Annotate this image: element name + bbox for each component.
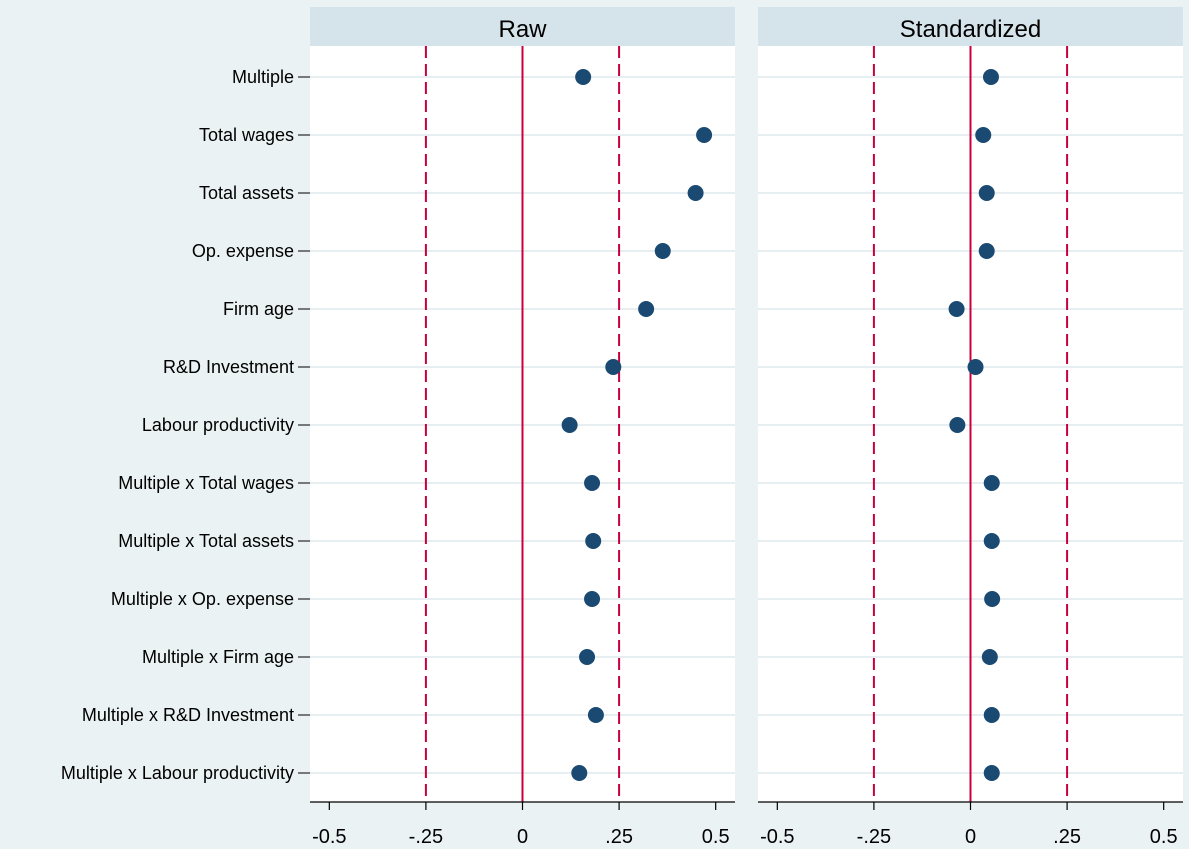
data-point (638, 301, 655, 317)
category-label: Total wages (199, 125, 294, 145)
category-label: Total assets (199, 183, 294, 203)
x-tick-label: 0 (965, 826, 976, 848)
category-label: Op. expense (192, 241, 294, 261)
data-point (605, 359, 622, 375)
category-label: Multiple x R&D Investment (82, 705, 294, 725)
panel-header (310, 7, 735, 46)
data-point (982, 69, 999, 85)
data-point (983, 707, 1000, 723)
panel-header (758, 7, 1183, 46)
data-point (654, 243, 671, 259)
category-label: Labour productivity (142, 415, 294, 435)
x-tick-label: -0.5 (312, 826, 346, 848)
x-tick-label: .25 (1053, 826, 1081, 848)
category-label: R&D Investment (163, 357, 294, 377)
data-point (584, 591, 601, 607)
category-label: Multiple x Labour productivity (61, 763, 294, 783)
x-tick-label: 0 (517, 826, 528, 848)
category-label: Multiple (232, 67, 294, 87)
data-point (575, 69, 592, 85)
data-point (585, 533, 602, 549)
data-point (571, 765, 588, 781)
data-point (584, 475, 601, 491)
data-point (978, 185, 995, 201)
x-tick-label: .25 (605, 826, 633, 848)
data-point (948, 301, 965, 317)
data-point (978, 243, 995, 259)
category-label: Multiple x Total assets (118, 531, 294, 551)
data-point (983, 533, 1000, 549)
data-point (967, 359, 984, 375)
data-point (975, 127, 992, 143)
data-point (983, 765, 1000, 781)
data-point (984, 591, 1001, 607)
data-point (949, 417, 966, 433)
data-point (579, 649, 596, 665)
data-point (983, 475, 1000, 491)
x-tick-label: 0.5 (702, 826, 730, 848)
data-point (981, 649, 998, 665)
x-tick-label: 0.5 (1150, 826, 1178, 848)
data-point (696, 127, 713, 143)
x-tick-label: -.25 (409, 826, 443, 848)
category-label: Multiple x Total wages (118, 473, 294, 493)
panel-title: Standardized (900, 16, 1041, 43)
category-label: Multiple x Firm age (142, 647, 294, 667)
data-point (561, 417, 578, 433)
category-label: Multiple x Op. expense (111, 589, 294, 609)
x-tick-label: -.25 (857, 826, 891, 848)
data-point (687, 185, 704, 201)
panel-title: Raw (498, 16, 547, 43)
data-point (587, 707, 604, 723)
category-label: Firm age (223, 299, 294, 319)
x-tick-label: -0.5 (760, 826, 794, 848)
